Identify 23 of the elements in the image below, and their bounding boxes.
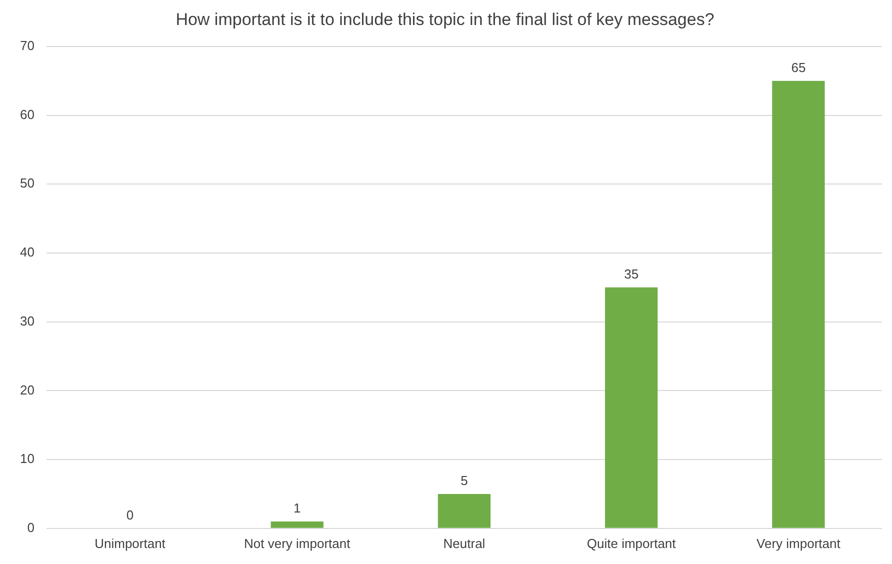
data-label: 1 [294, 500, 301, 516]
bar [270, 522, 324, 528]
y-tick-label: 40 [20, 244, 34, 260]
y-tick-label: 10 [20, 451, 34, 466]
x-tick-label: Neutral [443, 536, 486, 551]
bar [772, 80, 825, 528]
bar [605, 287, 658, 528]
data-label: 5 [460, 473, 468, 488]
data-label: 65 [791, 60, 806, 75]
x-tick-label: Quite important [586, 536, 676, 551]
data-label: 35 [624, 266, 639, 282]
y-tick-label: 20 [20, 382, 34, 398]
chart-title: How important is it to include this topic in the final list of key messages? [176, 10, 714, 29]
x-tick-label: Very important [756, 536, 841, 551]
x-tick-label: Unimportant [94, 536, 166, 551]
y-tick-label: 50 [20, 176, 34, 191]
y-tick-label: 70 [20, 38, 34, 53]
x-tick-label: Not very important [244, 536, 351, 551]
data-label: 0 [126, 507, 134, 522]
bar [438, 494, 491, 528]
y-tick-label: 30 [20, 313, 34, 328]
y-tick-label: 0 [27, 520, 34, 535]
y-tick-label: 60 [20, 106, 34, 122]
